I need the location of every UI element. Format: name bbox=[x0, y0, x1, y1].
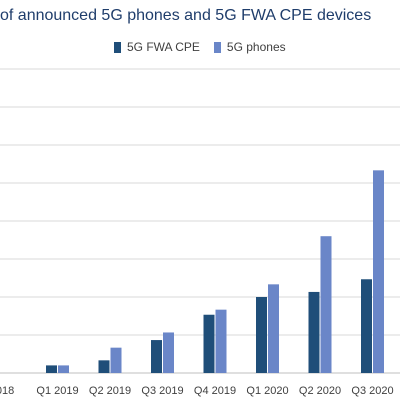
x-tick-label: Q1 2020 bbox=[246, 385, 288, 397]
x-tick-label: Q2 2020 bbox=[299, 385, 341, 397]
legend-item-phones: 5G phones bbox=[213, 40, 286, 54]
x-tick-label: 018 bbox=[0, 385, 14, 397]
bar-fwa-cpe bbox=[151, 340, 162, 373]
legend-swatch-phones bbox=[213, 41, 221, 53]
x-tick-label: Q4 2019 bbox=[194, 385, 236, 397]
chart-title: of announced 5G phones and 5G FWA CPE de… bbox=[0, 7, 372, 24]
legend-label-fwa: 5G FWA CPE bbox=[127, 40, 200, 54]
bar-fwa-cpe bbox=[98, 360, 110, 373]
bar-5g-phones bbox=[163, 332, 174, 373]
bar-fwa-cpe bbox=[361, 279, 372, 373]
bar-fwa-cpe bbox=[308, 291, 320, 373]
legend-item-fwa: 5G FWA CPE bbox=[114, 40, 200, 54]
bar-5g-phones bbox=[320, 236, 332, 373]
bar-5g-phones bbox=[268, 284, 279, 373]
bar-5g-phones bbox=[110, 347, 122, 373]
bar-fwa-cpe bbox=[256, 297, 267, 373]
bar-5g-phones bbox=[215, 309, 227, 373]
bar-fwa-cpe bbox=[203, 314, 215, 373]
bar-5g-phones bbox=[58, 365, 69, 373]
legend-label-phones: 5G phones bbox=[226, 40, 286, 54]
x-tick-label: Q1 2019 bbox=[36, 385, 78, 397]
legend-swatch-fwa bbox=[114, 41, 121, 53]
chart-legend: 5G FWA CPE 5G phones bbox=[114, 40, 286, 54]
bar-5g-phones bbox=[373, 170, 384, 373]
x-tick-label: Q3 2020 bbox=[351, 385, 393, 397]
x-tick-label: Q3 2019 bbox=[141, 385, 183, 397]
x-tick-label: Q2 2019 bbox=[89, 385, 131, 397]
bar-fwa-cpe bbox=[46, 365, 57, 373]
